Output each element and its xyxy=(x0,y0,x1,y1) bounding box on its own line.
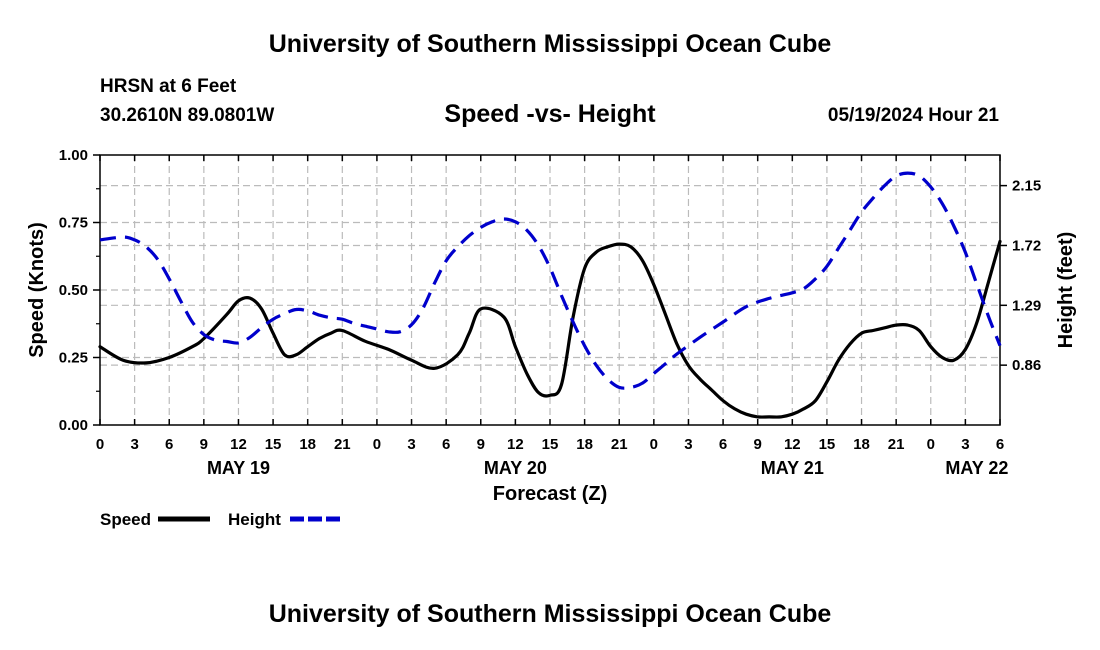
x-tick-label: 3 xyxy=(130,436,138,453)
grid xyxy=(100,155,1000,425)
x-tick-label: 0 xyxy=(927,436,935,453)
series-lines xyxy=(98,171,1002,419)
x-tick-label: 0 xyxy=(96,436,104,453)
x-date-label: MAY 22 xyxy=(945,458,1008,478)
x-tick-label: 6 xyxy=(996,436,1004,453)
y-axis-label-left: Speed (Knots) xyxy=(26,222,48,358)
series-line-speed xyxy=(98,239,1002,419)
x-tick-label: 6 xyxy=(442,436,450,453)
legend-label-height: Height xyxy=(228,510,281,529)
y-left-tick-label: 0.25 xyxy=(59,350,88,367)
x-axis-label: Forecast (Z) xyxy=(493,483,607,505)
x-tick-label: 9 xyxy=(477,436,485,453)
y-axis-label-right: Height (feet) xyxy=(1055,232,1077,349)
x-tick-label: 18 xyxy=(576,436,593,453)
x-tick-label: 12 xyxy=(507,436,524,453)
x-tick-label: 3 xyxy=(961,436,969,453)
x-tick-label: 0 xyxy=(650,436,658,453)
x-tick-label: 21 xyxy=(611,436,628,453)
station-coordinates: 30.2610N 89.0801W xyxy=(100,105,275,126)
x-date-label: MAY 20 xyxy=(484,458,547,478)
series-line-height xyxy=(99,171,1002,390)
x-tick-label: 18 xyxy=(853,436,870,453)
y-right-tick-label: 0.86 xyxy=(1012,357,1041,374)
x-date-label: MAY 19 xyxy=(207,458,270,478)
x-tick-label: 3 xyxy=(684,436,692,453)
x-tick-label: 21 xyxy=(334,436,351,453)
page-title: University of Southern Mississippi Ocean… xyxy=(268,30,832,58)
footer-title: University of Southern Mississippi Ocean… xyxy=(268,600,832,628)
y-right-tick-label: 1.29 xyxy=(1012,297,1041,314)
x-tick-label: 0 xyxy=(373,436,381,453)
forecast-timestamp: 05/19/2024 Hour 21 xyxy=(827,105,999,126)
chart-title: Speed -vs- Height xyxy=(444,100,656,128)
y-left-tick-label: 0.00 xyxy=(59,417,88,434)
y-left-tick-label: 0.75 xyxy=(59,215,88,232)
legend: Speed Height xyxy=(100,510,342,529)
y-left-tick-label: 0.50 xyxy=(59,282,88,299)
x-tick-label: 15 xyxy=(819,436,836,453)
x-tick-label: 12 xyxy=(784,436,801,453)
x-tick-label: 9 xyxy=(754,436,762,453)
y-right-tick-label: 2.15 xyxy=(1012,178,1041,195)
x-tick-label: 18 xyxy=(299,436,316,453)
x-date-label: MAY 21 xyxy=(761,458,824,478)
y-left-tick-label: 1.00 xyxy=(59,147,88,164)
x-tick-label: 15 xyxy=(542,436,559,453)
x-tick-label: 9 xyxy=(200,436,208,453)
legend-label-speed: Speed xyxy=(100,510,151,529)
x-tick-label: 6 xyxy=(719,436,727,453)
x-tick-label: 12 xyxy=(230,436,247,453)
x-tick-label: 21 xyxy=(888,436,905,453)
axes: 0 3 6 9 12 15 18 21 0 3 6 9 12 15 18 21 0 3 6 9 12 15 18 21 0 3 6 0… xyxy=(59,147,1041,478)
station-name: HRSN at 6 Feet xyxy=(100,76,237,97)
x-tick-label: 6 xyxy=(165,436,173,453)
x-tick-label: 3 xyxy=(407,436,415,453)
y-right-tick-label: 1.72 xyxy=(1012,237,1041,254)
x-tick-label: 15 xyxy=(265,436,282,453)
